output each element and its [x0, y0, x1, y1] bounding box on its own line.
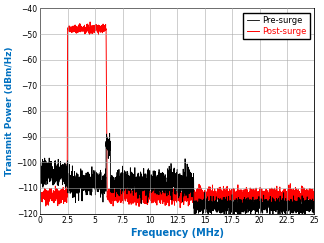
Pre-surge: [86, 190, 90, 192]
Post-surge: [39, 197, 42, 200]
Post-surge: [156, 196, 159, 199]
Legend: Pre-surge, Post-surge: Pre-surge, Post-surge: [243, 13, 310, 39]
Pre-surge: [70, 191, 74, 193]
Pre-surge: [156, 174, 159, 177]
Pre-surge: [39, 160, 42, 163]
Line: Pre-surge: Pre-surge: [40, 133, 314, 218]
Y-axis label: Transmit Power (dBm/Hz): Transmit Power (dBm/Hz): [5, 46, 14, 176]
Post-surge: [70, 31, 74, 34]
Post-surge: [144, 196, 147, 199]
Post-surge: [88, 20, 92, 23]
Pre-surge: [278, 203, 282, 206]
Post-surge: [295, 207, 299, 209]
Post-surge: [312, 192, 316, 195]
Post-surge: [307, 194, 311, 197]
Line: Post-surge: Post-surge: [40, 22, 314, 208]
Pre-surge: [278, 217, 282, 220]
Pre-surge: [108, 132, 111, 135]
Pre-surge: [312, 203, 316, 206]
Post-surge: [278, 198, 282, 200]
Pre-surge: [307, 210, 311, 213]
Pre-surge: [144, 182, 147, 185]
Post-surge: [86, 25, 90, 28]
X-axis label: Frequency (MHz): Frequency (MHz): [131, 228, 224, 238]
